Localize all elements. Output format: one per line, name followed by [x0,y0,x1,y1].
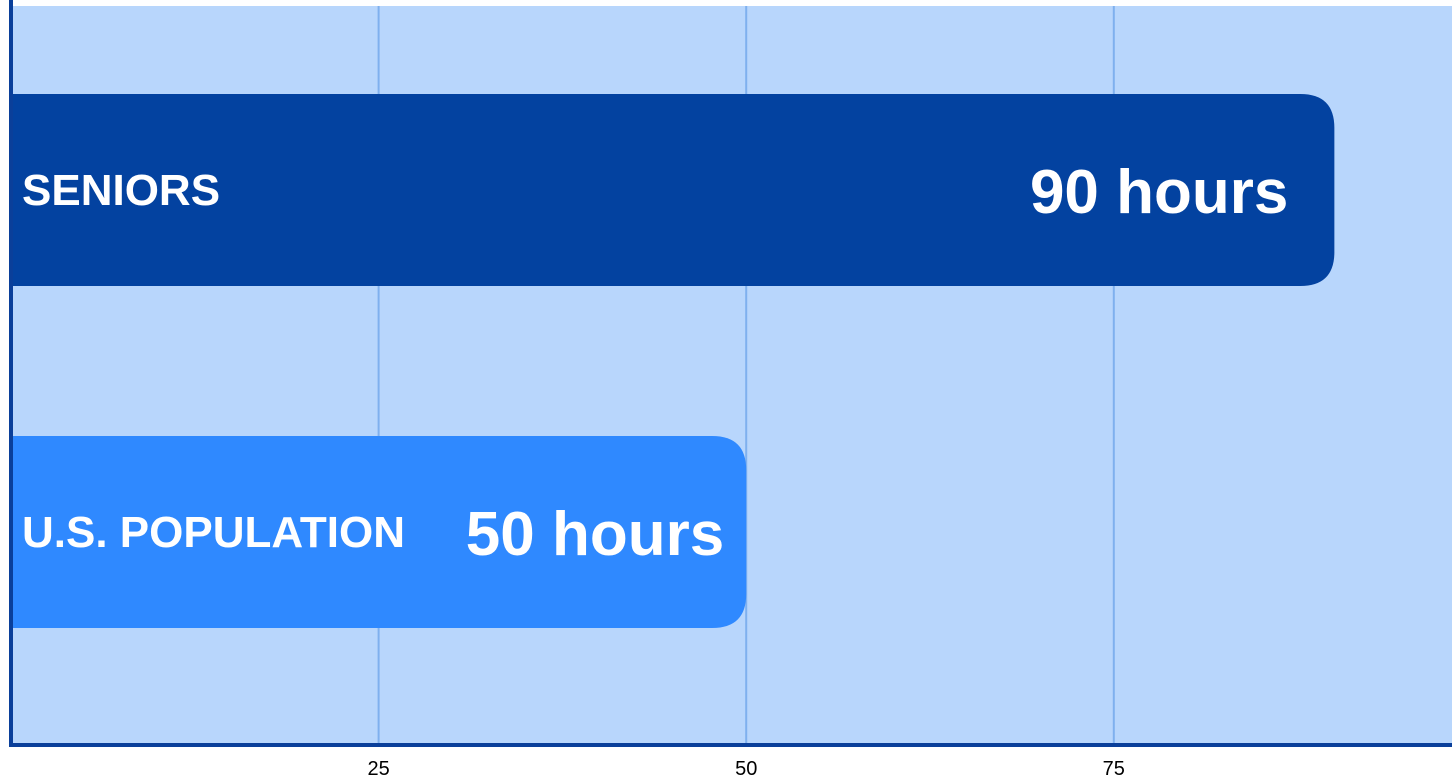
x-tick-label-25: 25 [367,758,389,779]
bar-category-label-seniors: SENIORS [22,166,220,215]
bars: SENIORS 90 hours U.S. POPULATION 50 hours [11,94,1335,628]
x-tick-label-50: 50 [735,758,757,779]
bar-u-s-population [11,436,747,628]
x-tick-labels: 25 50 75 [367,758,1124,779]
axes [9,0,1452,747]
x-tick-label-75: 75 [1103,758,1125,779]
bar-category-label-u-s-population: U.S. POPULATION [22,508,405,557]
bar-seniors [11,94,1335,286]
bar-value-label-u-s-population: 50 hours [466,500,724,569]
bar-value-label-seniors: 90 hours [1030,158,1288,227]
